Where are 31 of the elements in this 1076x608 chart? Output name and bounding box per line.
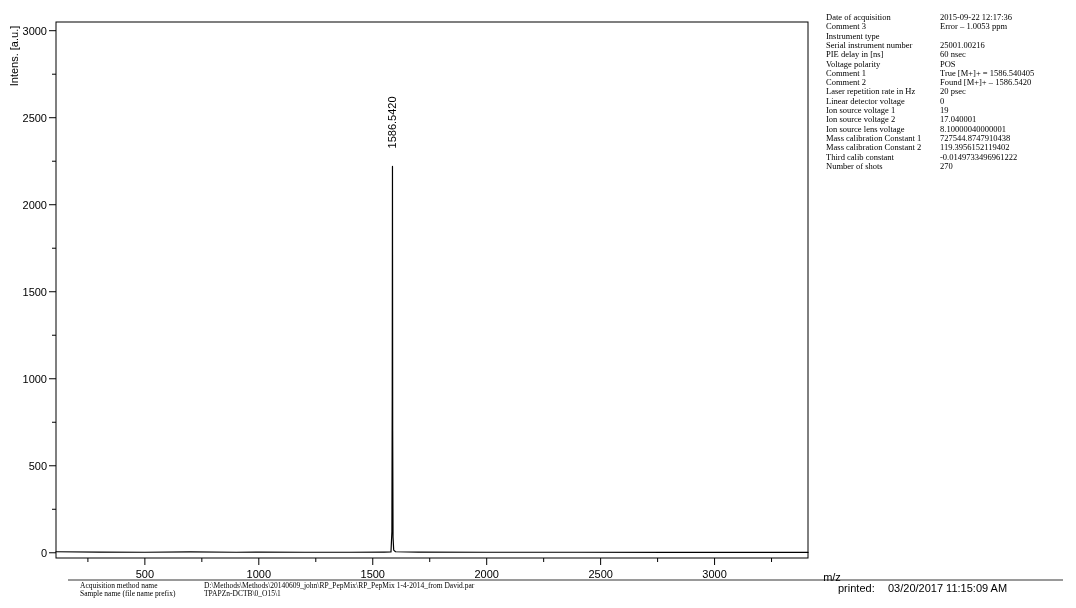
x-tick-label: 1500 bbox=[360, 568, 385, 580]
y-tick-label: 2000 bbox=[22, 198, 47, 211]
y-tick-label: 500 bbox=[28, 459, 47, 472]
text: Ion source lens voltage 8.10000040000001 bbox=[826, 123, 1006, 134]
y-tick-label: 0 bbox=[40, 546, 47, 559]
text: PIE delay in [ns] 60 nsec bbox=[826, 49, 966, 60]
text: Date of acquisition 2015-09-22 12:17:36 bbox=[826, 12, 1013, 22]
x-tick-label: 500 bbox=[135, 568, 155, 580]
text: Ion source voltage 1 19 bbox=[826, 105, 949, 115]
x-tick-label: 2000 bbox=[474, 568, 499, 580]
text: Ion source voltage 2 17.040001 bbox=[826, 114, 977, 125]
text: Mass calibration Constant 2 119.3956152119402 bbox=[826, 142, 1010, 153]
y-axis-title: Intens. [a.u.] bbox=[8, 25, 20, 87]
annotation: 1586.5420 bbox=[386, 96, 399, 149]
text: Voltage polarity POS bbox=[826, 58, 956, 69]
y-tick-label: 1500 bbox=[22, 285, 47, 298]
text: Instrument type bbox=[826, 30, 880, 41]
text: Laser repetition rate in Hz 20 psec bbox=[826, 86, 966, 97]
x-tick-label: 2500 bbox=[588, 568, 613, 580]
text: printed: 03/20/2017 11:15:09 AM bbox=[838, 582, 1008, 594]
y-tick-label: 2500 bbox=[22, 111, 47, 124]
y-tick-label: 1000 bbox=[22, 372, 47, 385]
x-tick-label: 1000 bbox=[246, 568, 272, 580]
x-tick-label: 3000 bbox=[702, 568, 727, 580]
text: Third calib constant -0.0149733496961222 bbox=[826, 151, 1018, 162]
y-tick-label: 3000 bbox=[22, 24, 47, 37]
text: Linear detector voltage 0 bbox=[826, 95, 945, 106]
text: Comment 2 Found [M+]+ – 1586.5420 bbox=[826, 77, 1032, 88]
x-axis-title: m/z bbox=[823, 571, 841, 583]
text: Number of shots 270 bbox=[826, 160, 953, 171]
text: Comment 3 Error – 1.0053 ppm bbox=[826, 21, 1008, 32]
